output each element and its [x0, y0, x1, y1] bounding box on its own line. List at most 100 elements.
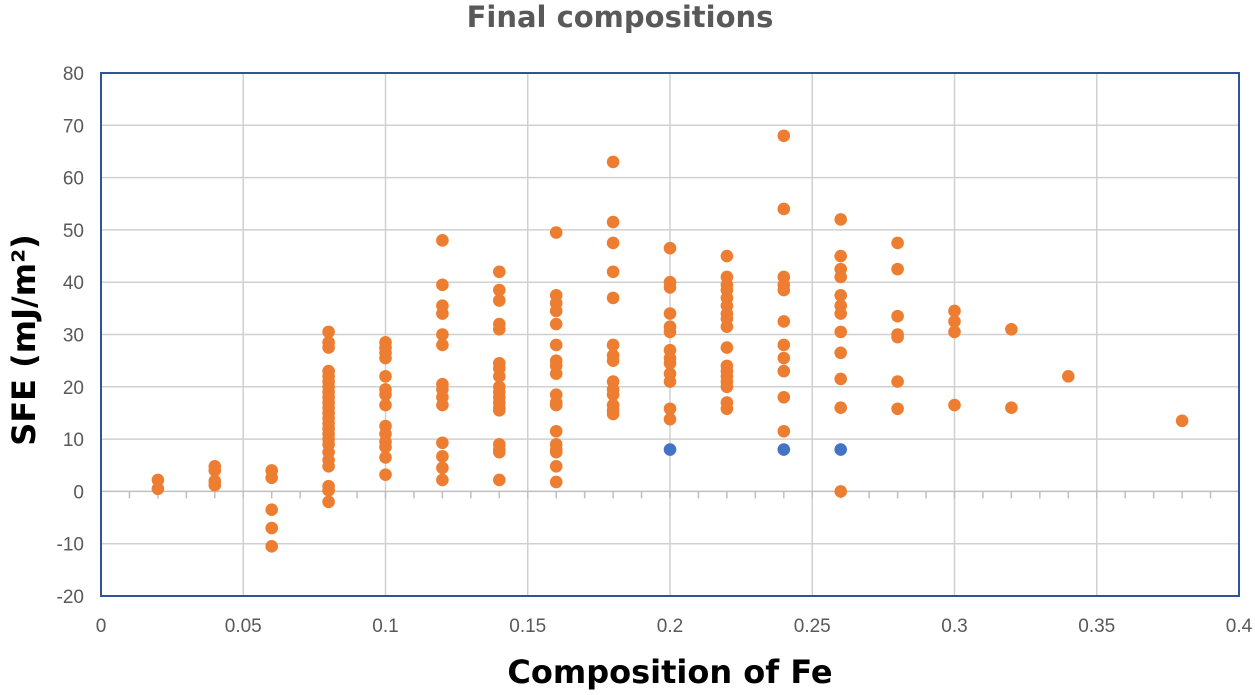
data-point [663, 307, 677, 320]
data-point [1005, 322, 1018, 336]
data-point [606, 155, 620, 169]
data-point [663, 281, 677, 294]
data-point [777, 315, 791, 328]
data-point [436, 234, 449, 247]
y-tick-label: 10 [63, 430, 84, 451]
data-points [151, 129, 1189, 553]
data-point [265, 521, 279, 535]
data-point [606, 407, 620, 421]
data-point [549, 226, 563, 239]
data-point [777, 424, 791, 438]
data-point [493, 404, 506, 417]
data-point [549, 459, 563, 473]
data-point [834, 249, 847, 263]
data-point [834, 270, 847, 284]
data-point [948, 325, 961, 339]
data-point [322, 459, 335, 473]
data-point [379, 451, 392, 464]
data-point [891, 262, 904, 276]
data-point [720, 320, 734, 333]
data-point [151, 473, 165, 487]
data-point [720, 380, 734, 394]
x-axis-title: Composition of Fe [507, 653, 832, 691]
data-point [606, 265, 620, 279]
data-point [436, 278, 449, 292]
y-tick-label: 0 [73, 482, 84, 503]
data-point [549, 338, 563, 352]
data-point [436, 307, 449, 320]
y-tick-label: 80 [63, 64, 84, 85]
data-point [549, 475, 563, 489]
data-point [834, 213, 847, 226]
data-point [777, 390, 791, 404]
data-point [549, 317, 563, 331]
data-point [891, 402, 904, 416]
data-point [834, 307, 847, 320]
plot-area [100, 72, 1240, 597]
data-point [493, 473, 506, 487]
data-point [663, 375, 677, 388]
data-point [379, 370, 392, 383]
data-point [265, 471, 279, 485]
data-point [834, 325, 847, 339]
data-point [891, 375, 904, 388]
data-point [606, 236, 620, 250]
data-point [379, 388, 392, 401]
y-tick-label: -10 [57, 535, 84, 556]
data-point [891, 309, 904, 323]
data-point [606, 388, 620, 401]
data-point [208, 464, 222, 477]
data-point [549, 304, 563, 318]
data-point [777, 364, 791, 378]
x-tick-label: 0.25 [794, 616, 831, 637]
data-point [663, 412, 677, 426]
x-tick-label: 0.35 [1078, 616, 1115, 637]
data-point [777, 443, 791, 456]
data-point [948, 398, 961, 412]
data-point [436, 473, 449, 487]
data-point [549, 367, 563, 381]
data-point [720, 249, 734, 263]
x-tick-label: 0.3 [941, 616, 967, 637]
data-point [436, 398, 449, 412]
y-tick-label: 20 [63, 378, 84, 399]
data-point [663, 356, 677, 370]
data-point [208, 478, 222, 492]
data-point [777, 283, 791, 297]
data-point [322, 484, 335, 497]
data-point [436, 328, 449, 341]
chart-title: Final compositions [467, 0, 774, 34]
x-tick-label: 0.1 [372, 616, 398, 637]
data-point [493, 322, 506, 336]
data-point [777, 338, 791, 352]
data-point [549, 424, 563, 438]
data-point [606, 354, 620, 367]
data-point [1175, 414, 1189, 428]
data-point [379, 440, 392, 454]
data-point [777, 351, 791, 365]
data-point [265, 503, 279, 517]
x-tick-label: 0.4 [1226, 616, 1253, 637]
data-point [493, 370, 506, 383]
data-point [493, 265, 506, 279]
y-tick-label: 30 [63, 326, 84, 347]
data-point [606, 338, 620, 352]
data-point [834, 401, 847, 415]
data-point [834, 288, 847, 302]
data-point [436, 338, 449, 352]
data-point [834, 372, 847, 386]
x-tick-label: 0.2 [657, 616, 683, 637]
y-tick-label: 70 [63, 116, 84, 137]
y-tick-label: 50 [63, 221, 84, 242]
data-point [948, 304, 961, 318]
data-point [322, 325, 335, 339]
data-point [379, 468, 392, 481]
data-point [151, 482, 165, 496]
y-tick-label: 40 [63, 273, 84, 294]
data-point [891, 236, 904, 250]
x-tick-label: 0.15 [509, 616, 546, 637]
data-point [606, 215, 620, 229]
data-point [379, 398, 392, 412]
x-tick-label: 0.05 [225, 616, 262, 637]
